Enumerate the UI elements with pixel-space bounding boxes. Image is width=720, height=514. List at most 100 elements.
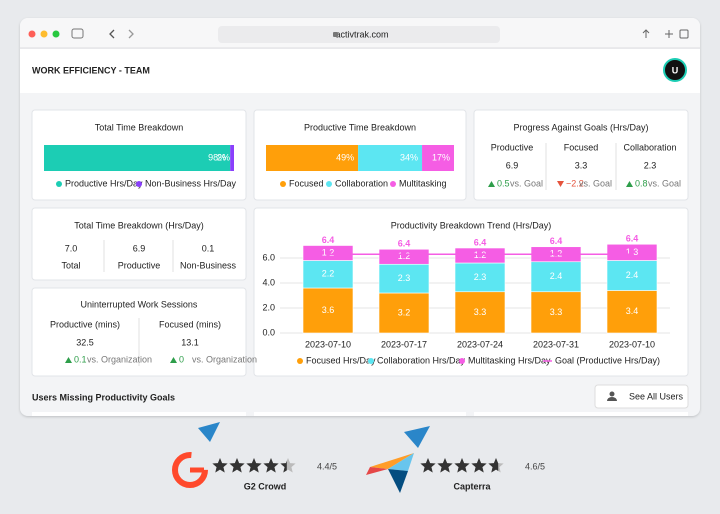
star — [454, 458, 470, 473]
card — [473, 109, 689, 201]
legend-swatch — [368, 358, 374, 364]
x-tick-label: 2023-07-31 — [533, 339, 579, 349]
y-tick-label: 6.0 — [262, 252, 275, 262]
x-tick-label: 2023-07-10 — [305, 339, 351, 349]
up-arrow — [626, 181, 633, 187]
up-arrow — [488, 181, 495, 187]
see-all-button[interactable] — [594, 384, 689, 409]
close-button[interactable] — [28, 30, 36, 38]
segment-label: 2.2 — [322, 269, 335, 279]
legend-swatch — [459, 358, 465, 364]
brand-arrow — [198, 422, 220, 442]
total-label: 6.4 — [398, 239, 411, 249]
metric-label: Non-Business — [180, 260, 237, 270]
back-button[interactable] — [109, 29, 115, 39]
delta-value: 0.5 — [497, 178, 510, 188]
capterra-logo — [366, 467, 388, 475]
star — [229, 458, 245, 473]
users-icon — [607, 397, 617, 401]
card-title: Productive Time Breakdown — [304, 122, 416, 132]
bar-segment — [230, 145, 234, 171]
metric-label: Collaboration — [623, 142, 676, 152]
bar-label: 17% — [432, 152, 450, 162]
legend-swatch — [390, 181, 396, 187]
segment-label: 3.2 — [398, 307, 411, 317]
brand-arrow — [404, 426, 430, 448]
card — [31, 207, 247, 281]
bar-segment — [378, 248, 430, 265]
legend-swatch — [326, 181, 332, 187]
zoom-button[interactable] — [52, 30, 60, 38]
app-header — [20, 49, 700, 93]
delta-note: vs. Organization — [87, 354, 152, 364]
star — [246, 458, 262, 473]
goal-point — [402, 252, 406, 257]
up-arrow — [170, 357, 177, 363]
avatar[interactable] — [663, 58, 687, 82]
url: activtrak.com — [335, 29, 388, 39]
delta-note: vs. Goal — [579, 178, 612, 188]
bar-segment — [378, 263, 430, 294]
section-title: Users Missing Productivity Goals — [32, 392, 175, 402]
card-title: Progress Against Goals (Hrs/Day) — [513, 122, 648, 132]
share-icon[interactable] — [642, 29, 650, 38]
metric-value: 0.1 — [202, 243, 215, 253]
metric-value: 13.1 — [181, 337, 199, 347]
metric-label: Productive — [118, 260, 161, 270]
star — [263, 458, 279, 473]
segment-label: 3.3 — [550, 307, 563, 317]
tabs-icon[interactable] — [679, 29, 689, 39]
segment-label: 2.4 — [626, 270, 639, 280]
segment-label: 1.2 — [322, 247, 335, 257]
bar-segment — [266, 145, 359, 171]
legend-swatch — [136, 181, 142, 187]
legend-swatch — [280, 181, 286, 187]
segment-label: 1.3 — [626, 247, 639, 257]
total-label: 6.4 — [626, 234, 639, 244]
minimize-button[interactable] — [40, 30, 48, 38]
segment-label: 2.3 — [398, 273, 411, 283]
address-bar[interactable] — [218, 26, 500, 43]
segment-label: 2.4 — [550, 271, 563, 281]
goal-point — [630, 252, 634, 257]
metric-value: 7.0 — [65, 243, 78, 253]
bar-segment — [454, 262, 506, 293]
page-title: WORK EFFICIENCY - TEAM — [32, 65, 150, 75]
legend-label: Focused — [289, 178, 324, 188]
goal-point — [478, 252, 482, 257]
sidebar-icon[interactable] — [71, 28, 84, 39]
bar-segment — [422, 145, 454, 171]
bar-label: 34% — [400, 152, 418, 162]
bar-segment — [302, 287, 354, 334]
segment-label: 1.2 — [398, 251, 411, 261]
forward-button[interactable] — [128, 29, 134, 39]
bar-segment — [606, 243, 658, 261]
delta-value: −2.2 — [566, 178, 584, 188]
users-icon — [609, 391, 615, 397]
bar-segment — [606, 290, 658, 334]
new-tab-icon[interactable] — [665, 30, 673, 38]
g2-logo — [172, 452, 208, 488]
bar-segment — [302, 260, 354, 289]
legend-swatch — [56, 181, 62, 187]
star — [488, 458, 499, 473]
star — [437, 458, 453, 473]
x-tick-label: 2023-07-17 — [381, 339, 427, 349]
metric-value: 6.9 — [133, 243, 146, 253]
bar-segment — [454, 291, 506, 334]
legend-label: Goal (Productive Hrs/Day) — [555, 355, 660, 365]
x-tick-label: 2023-07-24 — [457, 339, 503, 349]
star — [420, 458, 436, 473]
metric-value: 2.3 — [644, 160, 657, 170]
segment-label: 3.6 — [322, 305, 335, 315]
delta-note: vs. Goal — [648, 178, 681, 188]
legend-label: Focused Hrs/Day — [306, 355, 376, 365]
legend-label: Multitasking Hrs/Day — [468, 355, 551, 365]
card-title: Total Time Breakdown (Hrs/Day) — [74, 220, 204, 230]
down-arrow — [557, 181, 564, 187]
goal-point — [554, 252, 558, 257]
delta-value: 0.8 — [635, 178, 648, 188]
delta-value: 0.1 — [74, 354, 87, 364]
